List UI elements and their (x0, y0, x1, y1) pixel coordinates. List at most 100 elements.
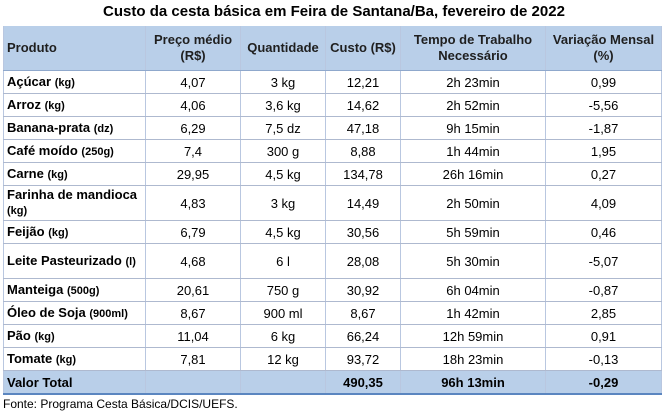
produto-name: Café moído (7, 142, 78, 158)
produto-unit: (250g) (81, 145, 114, 158)
produto-unit: (500g) (66, 284, 100, 297)
cell-variacao: 0,27 (545, 162, 662, 186)
cell-quantidade: 6 kg (240, 324, 326, 348)
cell-quantidade: 300 g (240, 139, 326, 163)
produto-name: Carne (7, 165, 44, 181)
cell-produto: Açúcar (kg) (3, 70, 146, 94)
cell-quantidade: 3,6 kg (240, 93, 326, 117)
produto-unit: (dz) (93, 122, 114, 135)
cell-produto: Tomate (kg) (3, 347, 146, 371)
produto-unit: (kg) (54, 76, 75, 89)
cell-tempo: 1h 44min (400, 139, 546, 163)
total-label: Valor Total (3, 370, 146, 395)
cell-variacao: 0,99 (545, 70, 662, 94)
table-row: Farinha de mandioca (kg) 4,83 3 kg 14,49 2h … (3, 185, 662, 221)
produto-name: Banana-prata (7, 119, 91, 135)
cell-produto: Carne (kg) (3, 162, 146, 186)
cell-preco: 8,67 (145, 301, 241, 325)
cell-variacao: -5,56 (545, 93, 662, 117)
cesta-basica-table: Produto Preço médio (R$) Quantidade Cust… (3, 26, 662, 395)
produto-name: Óleo de Soja (7, 304, 86, 320)
table-row: Café moído (250g) 7,4 300 g 8,88 1h 44min 1,9… (3, 139, 662, 163)
header-quantidade: Quantidade (240, 26, 326, 71)
cell-quantidade: 900 ml (240, 301, 326, 325)
cell-quantidade: 7,5 dz (240, 116, 326, 140)
cell-produto: Leite Pasteurizado (l) (3, 243, 146, 279)
table-title: Custo da cesta básica em Feira de Santan… (103, 3, 565, 20)
cell-custo: 93,72 (325, 347, 401, 371)
table-row: Carne (kg) 29,95 4,5 kg 134,78 26h 16min 0,27 (3, 162, 662, 186)
total-preco (145, 370, 241, 395)
header-custo: Custo (R$) (325, 26, 401, 71)
cell-preco: 6,79 (145, 220, 241, 244)
cell-tempo: 26h 16min (400, 162, 546, 186)
table-row: Óleo de Soja (900ml) 8,67 900 ml 8,67 1h 42m… (3, 301, 662, 325)
cell-produto: Arroz (kg) (3, 93, 146, 117)
total-tempo: 96h 13min (400, 370, 546, 395)
cell-quantidade: 750 g (240, 278, 326, 302)
produto-name: Tomate (7, 350, 53, 366)
cell-tempo: 5h 59min (400, 220, 546, 244)
table-row: Banana-prata (dz) 6,29 7,5 dz 47,18 9h 15min… (3, 116, 662, 140)
cell-produto: Pão (kg) (3, 324, 146, 348)
cell-quantidade: 4,5 kg (240, 220, 326, 244)
produto-unit: (kg) (48, 226, 69, 239)
cell-quantidade: 3 kg (240, 70, 326, 94)
produto-name: Farinha de mandioca (7, 187, 138, 202)
header-variacao: Variação Mensal (%) (545, 26, 662, 71)
table-row: Leite Pasteurizado (l) 4,68 6 l 28,08 5h 30m… (3, 243, 662, 279)
table-row: Arroz (kg) 4,06 3,6 kg 14,62 2h 52min -5,56 (3, 93, 662, 117)
cell-custo: 8,67 (325, 301, 401, 325)
cell-produto: Feijão (kg) (3, 220, 146, 244)
cell-tempo: 2h 23min (400, 70, 546, 94)
cell-custo: 30,56 (325, 220, 401, 244)
cell-produto: Banana-prata (dz) (3, 116, 146, 140)
cell-tempo: 9h 15min (400, 116, 546, 140)
cell-preco: 11,04 (145, 324, 241, 348)
cell-variacao: -1,87 (545, 116, 662, 140)
produto-name: Leite Pasteurizado (7, 252, 122, 268)
cell-custo: 47,18 (325, 116, 401, 140)
cell-preco: 4,68 (145, 243, 241, 279)
cell-custo: 30,92 (325, 278, 401, 302)
cell-preco: 29,95 (145, 162, 241, 186)
cell-tempo: 5h 30min (400, 243, 546, 279)
produto-name: Feijão (7, 223, 45, 239)
source-note: Fonte: Programa Cesta Básica/DCIS/UEFS. (3, 397, 238, 411)
total-quantidade (240, 370, 326, 395)
cell-variacao: 0,46 (545, 220, 662, 244)
total-row: Valor Total 490,35 96h 13min -0,29 (3, 370, 662, 395)
cell-custo: 8,88 (325, 139, 401, 163)
produto-unit: (kg) (55, 353, 77, 366)
produto-unit: (kg) (47, 168, 68, 181)
cell-quantidade: 12 kg (240, 347, 326, 371)
produto-unit: (kg) (44, 99, 65, 112)
cell-produto: Manteiga (500g) (3, 278, 146, 302)
total-custo: 490,35 (325, 370, 401, 395)
cell-variacao: 4,09 (545, 185, 662, 221)
cell-tempo: 2h 50min (400, 185, 546, 221)
cell-tempo: 1h 42min (400, 301, 546, 325)
cell-produto: Farinha de mandioca (kg) (3, 185, 146, 221)
cell-custo: 12,21 (325, 70, 401, 94)
cell-custo: 134,78 (325, 162, 401, 186)
header-preco: Preço médio (R$) (145, 26, 241, 71)
cell-preco: 20,61 (145, 278, 241, 302)
cell-variacao: -5,07 (545, 243, 662, 279)
cell-quantidade: 4,5 kg (240, 162, 326, 186)
total-variacao: -0,29 (545, 370, 662, 395)
produto-name: Açúcar (7, 73, 52, 89)
cell-variacao: -0,13 (545, 347, 662, 371)
cell-tempo: 6h 04min (400, 278, 546, 302)
produto-name: Pão (7, 327, 31, 343)
cell-preco: 4,07 (145, 70, 241, 94)
cell-tempo: 18h 23min (400, 347, 546, 371)
cell-custo: 28,08 (325, 243, 401, 279)
cell-tempo: 12h 59min (400, 324, 546, 348)
header-produto: Produto (3, 26, 146, 71)
cell-preco: 4,06 (145, 93, 241, 117)
header-tempo: Tempo de Trabalho Necessário (400, 26, 546, 71)
produto-unit: (kg) (34, 330, 55, 343)
cell-produto: Óleo de Soja (900ml) (3, 301, 146, 325)
cell-custo: 14,49 (325, 185, 401, 221)
